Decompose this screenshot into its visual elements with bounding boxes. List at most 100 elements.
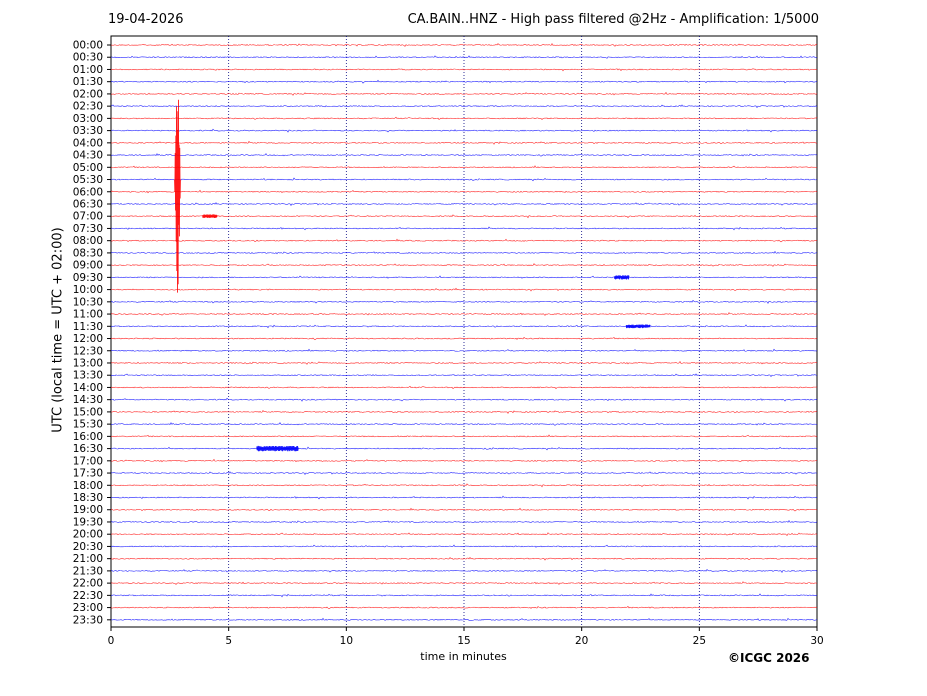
y-tick-label: 06:00 — [73, 186, 103, 198]
y-axis-label: UTC (local time = UTC + 02:00) — [50, 227, 66, 433]
y-tick-label: 21:00 — [73, 553, 103, 565]
trace-0400 — [110, 140, 818, 145]
trace-1030 — [110, 299, 818, 304]
trace-0530 — [110, 177, 818, 182]
trace-1400 — [110, 385, 818, 390]
x-tick-label: 25 — [693, 635, 706, 647]
trace-0330 — [110, 128, 818, 133]
y-tick-label: 05:00 — [73, 162, 103, 174]
trace-2300 — [110, 606, 818, 610]
trace-0200 — [110, 91, 818, 96]
trace-0630 — [110, 202, 818, 206]
y-tick-label: 00:30 — [73, 52, 103, 64]
y-tick-label: 02:00 — [73, 88, 103, 100]
trace-0000 — [110, 43, 818, 47]
x-tick-label: 20 — [575, 635, 588, 647]
y-tick-label: 04:30 — [73, 150, 103, 162]
trace-2100 — [110, 556, 818, 561]
trace-1900 — [110, 507, 818, 512]
trace-1730 — [110, 471, 818, 476]
x-tick-label: 10 — [340, 635, 353, 647]
y-tick-label: 06:30 — [73, 198, 103, 210]
trace-2330 — [110, 617, 818, 621]
trace-0500 — [110, 165, 818, 169]
trace-2200 — [110, 581, 818, 585]
y-tick-label: 11:30 — [73, 321, 103, 333]
event-0 — [174, 99, 181, 293]
trace-0700 — [110, 214, 818, 219]
y-tick-label: 04:00 — [73, 137, 103, 149]
y-tick-label: 10:00 — [73, 284, 103, 296]
y-tick-label: 11:00 — [73, 309, 103, 321]
event-2 — [614, 275, 630, 280]
chart-date: 19-04-2026 — [108, 12, 184, 27]
trace-0600 — [110, 189, 818, 194]
trace-1800 — [110, 483, 818, 488]
chart-title: CA.BAIN..HNZ - High pass filtered @2Hz -… — [407, 12, 819, 27]
y-tick-label: 20:00 — [73, 529, 103, 541]
trace-1230 — [110, 348, 818, 352]
y-tick-label: 03:00 — [73, 113, 103, 125]
trace-0430 — [110, 153, 818, 157]
y-tick-label: 22:30 — [73, 590, 103, 602]
y-tick-label: 12:00 — [73, 333, 103, 345]
y-tick-label: 05:30 — [73, 174, 103, 186]
y-tick-label: 07:00 — [73, 211, 103, 223]
y-tick-label: 19:30 — [73, 516, 103, 528]
x-tick-label: 30 — [810, 635, 823, 647]
y-tick-label: 02:30 — [73, 101, 103, 113]
y-tick-label: 13:30 — [73, 370, 103, 382]
y-tick-label: 13:00 — [73, 357, 103, 369]
y-tick-label: 19:00 — [73, 504, 103, 516]
trace-0900 — [110, 263, 818, 267]
trace-0130 — [110, 79, 818, 84]
trace-1200 — [110, 337, 818, 341]
y-tick-label: 12:30 — [73, 345, 103, 357]
y-tick-label: 14:30 — [73, 394, 103, 406]
trace-1930 — [110, 519, 818, 524]
x-tick-label: 5 — [225, 635, 232, 647]
y-tick-label: 09:30 — [73, 272, 103, 284]
trace-1830 — [110, 495, 818, 500]
copyright-label: ©ICGC 2026 — [728, 651, 810, 665]
event-4 — [256, 445, 299, 452]
y-tick-label: 15:30 — [73, 419, 103, 431]
y-tick-label: 18:00 — [73, 480, 103, 492]
y-tick-label: 20:30 — [73, 541, 103, 553]
x-tick-label: 0 — [108, 635, 115, 647]
y-tick-label: 18:30 — [73, 492, 103, 504]
trace-0230 — [110, 104, 818, 109]
y-tick-label: 16:00 — [73, 431, 103, 443]
trace-1300 — [110, 360, 818, 365]
trace-0100 — [110, 68, 818, 72]
x-tick-label: 15 — [457, 635, 470, 647]
trace-1700 — [110, 458, 818, 463]
y-tick-label: 17:30 — [73, 468, 103, 480]
y-tick-label: 14:00 — [73, 382, 103, 394]
trace-2000 — [110, 532, 818, 536]
trace-1500 — [110, 409, 818, 414]
y-tick-label: 23:30 — [73, 614, 103, 626]
y-tick-label: 08:30 — [73, 247, 103, 259]
trace-2030 — [110, 544, 818, 548]
trace-1130 — [110, 324, 818, 329]
trace-0030 — [110, 55, 818, 59]
trace-1430 — [110, 397, 818, 402]
trace-1330 — [110, 373, 818, 378]
trace-0730 — [110, 226, 818, 231]
y-tick-label: 16:30 — [73, 443, 103, 455]
trace-1630 — [110, 446, 818, 451]
y-tick-label: 09:00 — [73, 260, 103, 272]
y-tick-label: 17:00 — [73, 455, 103, 467]
y-tick-label: 23:00 — [73, 602, 103, 614]
y-tick-label: 10:30 — [73, 296, 103, 308]
trace-1000 — [110, 287, 818, 292]
trace-1600 — [110, 434, 818, 438]
trace-1100 — [110, 312, 818, 316]
trace-0830 — [110, 250, 818, 255]
y-tick-label: 07:30 — [73, 223, 103, 235]
y-tick-label: 21:30 — [73, 565, 103, 577]
plot-frame — [110, 35, 818, 628]
y-tick-label: 22:00 — [73, 578, 103, 590]
